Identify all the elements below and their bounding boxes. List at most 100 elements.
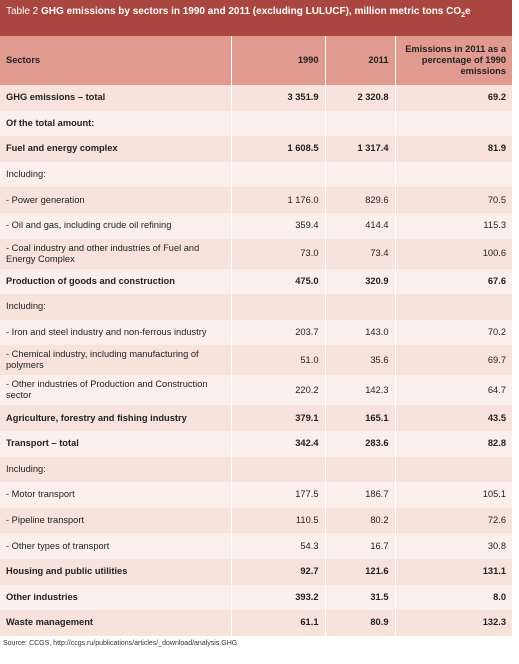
empty-cell [395,110,512,137]
value-cell: 51.0 [231,345,326,376]
value-cell: 54.3 [231,533,326,559]
table-row: - Other industries of Production and Con… [0,375,512,406]
sector-cell: Of the total amount: [0,110,232,137]
value-cell: 132.3 [395,610,512,636]
sector-cell: - Coal industry and other industries of … [0,238,232,269]
table-title: GHG emissions by sectors in 1990 and 201… [41,6,462,17]
value-cell: 177.5 [231,482,326,508]
value-cell: 64.7 [395,375,512,406]
empty-cell [325,456,396,483]
sector-cell: - Chemical industry, including manufactu… [0,345,232,376]
sector-cell: - Other industries of Production and Con… [0,375,232,406]
sector-cell: Including: [0,161,232,188]
table-row: - Iron and steel industry and non-ferrou… [0,319,512,346]
value-cell: 70.5 [395,187,512,213]
value-cell: 359.4 [231,212,326,239]
value-cell: 414.4 [325,212,396,239]
value-cell: 70.2 [395,319,512,346]
table-row: Including: [0,294,512,320]
value-cell: 8.0 [395,584,512,611]
value-cell: 475.0 [231,268,326,295]
value-cell: 342.4 [231,430,326,457]
column-header: Sectors [0,36,232,85]
sector-cell: GHG emissions – total [0,85,232,111]
value-cell: 142.3 [325,375,396,406]
value-cell: 73.4 [325,238,396,269]
value-cell: 115.3 [395,212,512,239]
table-row: Waste management 61.1 80.9 132.3 [0,610,512,636]
value-cell: 2 320.8 [325,85,396,111]
value-cell: 320.9 [325,268,396,295]
table-row: Other industries 393.2 31.5 8.0 [0,584,512,611]
value-cell: 100.6 [395,238,512,269]
value-cell: 1 176.0 [231,187,326,213]
table-row: Production of goods and construction 475.… [0,268,512,295]
empty-cell [231,456,326,483]
table-row: Agriculture, forestry and fishing indust… [0,405,512,431]
value-cell: 110.5 [231,507,326,534]
value-cell: 105.1 [395,482,512,508]
emissions-table: Sectors 1990 2011 Emissions in 2011 as a pe… [0,36,512,636]
value-cell: 73.0 [231,238,326,269]
value-cell: 69.7 [395,345,512,376]
empty-cell [231,161,326,188]
sector-cell: Waste management [0,610,232,636]
value-cell: 131.1 [395,558,512,585]
value-cell: 3 351.9 [231,85,326,111]
table-row: - Pipeline transport 110.5 80.2 72.6 [0,507,512,534]
empty-cell [325,294,396,320]
table-row: Including: [0,161,512,188]
empty-cell [231,110,326,137]
value-cell: 379.1 [231,405,326,431]
value-cell: 92.7 [231,558,326,585]
value-cell: 82.8 [395,430,512,457]
header-row: Sectors 1990 2011 Emissions in 2011 as a pe… [0,36,512,85]
value-cell: 72.6 [395,507,512,534]
table-row: - Chemical industry, including manufactu… [0,345,512,376]
empty-cell [231,294,326,320]
title-suffix: e [465,6,471,17]
column-header: 1990 [231,36,326,85]
value-cell: 67.6 [395,268,512,295]
title-bar: Table 2 GHG emissions by sectors in 1990… [0,0,512,36]
sector-cell: Production of goods and construction [0,268,232,295]
value-cell: 69.2 [395,85,512,111]
sector-cell: - Pipeline transport [0,507,232,534]
sector-cell: Other industries [0,584,232,611]
value-cell: 186.7 [325,482,396,508]
table-label: Table 2 [6,6,39,17]
value-cell: 1 608.5 [231,136,326,162]
empty-cell [325,161,396,188]
sector-cell: - Iron and steel industry and non-ferrou… [0,319,232,346]
table-row: Of the total amount: [0,110,512,137]
value-cell: 220.2 [231,375,326,406]
value-cell: 16.7 [325,533,396,559]
value-cell: 35.6 [325,345,396,376]
column-header: 2011 [325,36,396,85]
value-cell: 165.1 [325,405,396,431]
sector-cell: Transport – total [0,430,232,457]
table-row: Fuel and energy complex 1 608.5 1 317.4 81.… [0,136,512,162]
table-row: Housing and public utilities 92.7 121.6 131… [0,558,512,585]
table-row: - Oil and gas, including crude oil refin… [0,212,512,239]
table-row: GHG emissions – total 3 351.9 2 320.8 69.2 [0,85,512,111]
table-row: - Motor transport 177.5 186.7 105.1 [0,482,512,508]
table-row: - Other types of transport 54.3 16.7 30.8 [0,533,512,559]
value-cell: 31.5 [325,584,396,611]
value-cell: 121.6 [325,558,396,585]
sector-cell: - Motor transport [0,482,232,508]
sector-cell: - Oil and gas, including crude oil refin… [0,212,232,239]
table-row: Including: [0,456,512,483]
value-cell: 80.2 [325,507,396,534]
empty-cell [395,294,512,320]
table-row: - Power generation 1 176.0 829.6 70.5 [0,187,512,213]
value-cell: 393.2 [231,584,326,611]
sector-cell: Fuel and energy complex [0,136,232,162]
sector-cell: - Other types of transport [0,533,232,559]
value-cell: 143.0 [325,319,396,346]
empty-cell [395,161,512,188]
value-cell: 43.5 [395,405,512,431]
column-header: Emissions in 2011 as a percentage of 199… [395,36,512,85]
table-body: GHG emissions – total 3 351.9 2 320.8 69.2 O… [0,85,512,636]
